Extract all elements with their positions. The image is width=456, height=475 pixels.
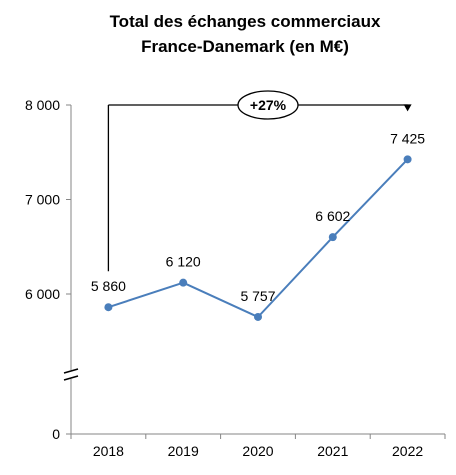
y-tick-label: 6 000 (25, 286, 60, 302)
data-label: 6 602 (315, 208, 350, 224)
data-point (104, 303, 113, 312)
data-label: 5 757 (240, 288, 275, 304)
growth-annotation: +27% (107, 90, 412, 272)
axes: 0 6 000 7 000 8 000 2018 2019 2020 2021 2022 (25, 97, 446, 459)
data-label: 6 120 (166, 254, 201, 270)
arrow-down-icon (403, 104, 412, 112)
x-tick-label: 2019 (168, 443, 199, 459)
annotation-bubble (237, 90, 299, 120)
x-tick-label: 2018 (93, 443, 124, 459)
y-tick-label: 0 (52, 426, 60, 442)
y-tick-label: 7 000 (25, 192, 60, 208)
y-axis-break-mark (63, 375, 79, 381)
data-label: 5 860 (91, 278, 126, 294)
data-label: 7 425 (390, 130, 425, 146)
data-point (179, 278, 188, 287)
y-axis-break-mark (63, 368, 79, 374)
data-point (254, 312, 262, 321)
data-point (403, 155, 412, 164)
y-tick-label: 8 000 (25, 97, 60, 113)
chart-title-line-1: Total des échanges commerciaux (110, 12, 381, 31)
x-tick-label: 2020 (242, 443, 273, 459)
chart-title-line-2: France-Danemark (en M€) (141, 37, 349, 56)
x-tick-label: 2022 (392, 443, 423, 459)
data-point (328, 233, 337, 242)
annotation-label: +27% (250, 97, 287, 113)
x-tick-label: 2021 (317, 443, 348, 459)
series-line: 5 860 6 120 5 757 6 602 7 425 (91, 130, 425, 321)
